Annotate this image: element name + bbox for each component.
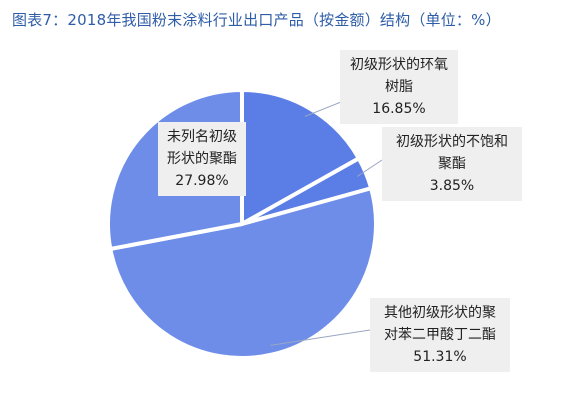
pie-slice-epoxy-resin	[240, 88, 361, 226]
slice-label-unsaturated-polyester-name: 初级形状的不饱和聚酯	[396, 134, 508, 172]
slice-label-pbt: 其他初级形状的聚对苯二甲酸丁二酯 51.31%	[370, 298, 510, 372]
slice-label-epoxy-resin-name: 初级形状的环氧树脂	[350, 57, 448, 95]
leader-line-pbt	[270, 329, 371, 346]
slice-label-pbt-value: 51.31%	[413, 349, 467, 365]
slice-label-other-polyester-name: 未列名初级形状的聚酯	[167, 129, 237, 167]
slice-label-other-polyester: 未列名初级形状的聚酯 27.98%	[158, 122, 246, 196]
slice-label-epoxy-resin: 初级形状的环氧树脂 16.85%	[340, 50, 458, 124]
pie-slice-pbt	[108, 186, 378, 360]
slice-label-unsaturated-polyester: 初级形状的不饱和聚酯 3.85%	[382, 127, 522, 201]
leader-line-unsaturated-polyester	[356, 159, 383, 177]
chart-title: 图表7：2018年我国粉末涂料行业出口产品（按金额）结构（单位：%）	[12, 11, 501, 29]
slice-label-other-polyester-value: 27.98%	[175, 173, 229, 189]
slice-label-pbt-name: 其他初级形状的聚对苯二甲酸丁二酯	[384, 305, 496, 343]
slice-label-epoxy-resin-value: 16.85%	[372, 101, 426, 117]
slice-label-unsaturated-polyester-value: 3.85%	[429, 178, 475, 194]
